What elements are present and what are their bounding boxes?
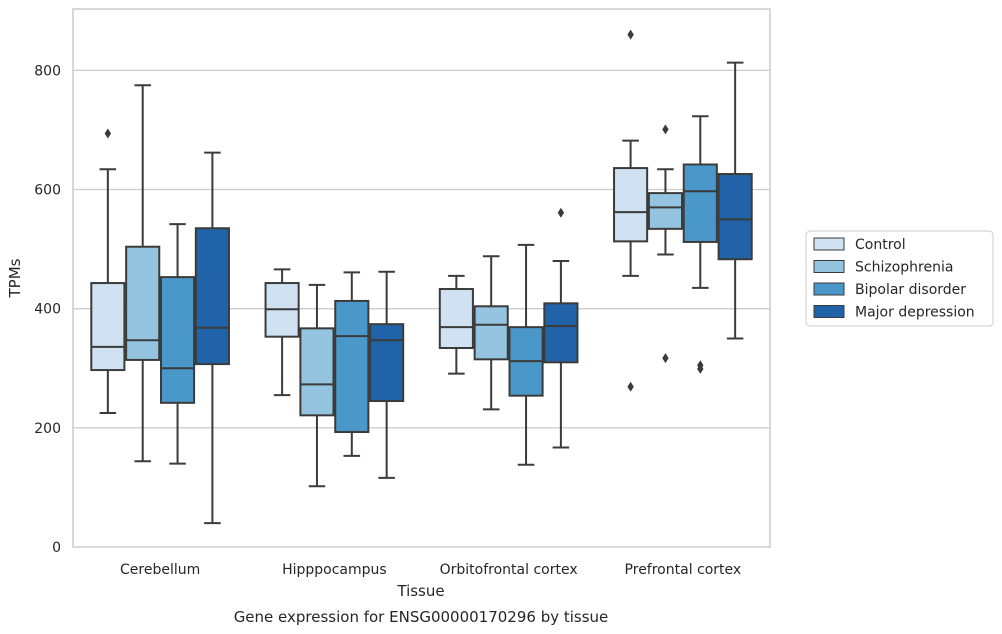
chart-title: Gene expression for ENSG00000170296 by t… xyxy=(234,608,609,626)
x-tick-label: Orbitofrontal cortex xyxy=(440,562,578,578)
box xyxy=(299,283,335,488)
series-control xyxy=(90,29,649,414)
box xyxy=(717,61,753,340)
x-tick-label: Prefrontal cortex xyxy=(625,562,742,578)
outlier-point xyxy=(697,363,704,374)
y-tick-label: 0 xyxy=(52,540,61,556)
plot-frame xyxy=(72,8,771,548)
box xyxy=(473,255,509,411)
legend-item: Control xyxy=(813,237,906,253)
outlier-point xyxy=(627,29,634,40)
box xyxy=(159,223,196,465)
box xyxy=(90,128,126,414)
legend: Control Schizophrenia Bipolar disorder Majo… xyxy=(805,230,994,327)
legend-swatch xyxy=(813,237,845,251)
legend-label: Control xyxy=(855,237,906,253)
box-iqr xyxy=(194,227,230,366)
legend-item: Schizophrenia xyxy=(813,260,953,276)
series-major-depression xyxy=(194,61,753,525)
box xyxy=(682,115,718,374)
box xyxy=(647,124,684,364)
box xyxy=(613,29,649,392)
outlier-point xyxy=(627,381,634,392)
legend-swatch xyxy=(813,260,845,273)
box-iqr xyxy=(125,245,161,361)
box-iqr xyxy=(473,305,509,361)
legend-frame xyxy=(805,230,994,327)
box-iqr xyxy=(334,299,370,434)
y-tick-label: 200 xyxy=(34,421,61,437)
box-iqr xyxy=(717,173,753,261)
outlier-point xyxy=(662,353,669,364)
box xyxy=(438,274,474,375)
box-iqr xyxy=(299,327,335,417)
box-iqr xyxy=(369,323,405,403)
box-iqr xyxy=(543,302,579,364)
box-iqr xyxy=(682,163,718,243)
y-tick-labels: 0 200 400 600 800 xyxy=(34,63,61,556)
box xyxy=(125,84,161,463)
y-axis-label: TPMs xyxy=(6,258,24,298)
series-schizophrenia xyxy=(125,84,684,488)
legend-item: Major depression xyxy=(813,305,975,321)
outlier-point xyxy=(557,207,565,218)
x-axis-label: Tissue xyxy=(396,582,444,600)
box-iqr xyxy=(613,167,649,243)
box-iqr xyxy=(438,288,474,350)
box xyxy=(264,268,300,397)
legend-swatch xyxy=(813,305,845,318)
box-iqr xyxy=(90,282,126,372)
outlier-point xyxy=(662,124,669,135)
y-tick-label: 400 xyxy=(34,302,61,318)
box xyxy=(334,271,370,457)
box xyxy=(369,270,405,479)
box-series-group xyxy=(90,29,753,525)
box-iqr xyxy=(647,192,684,230)
box xyxy=(543,207,579,449)
outlier-point xyxy=(104,128,112,139)
x-tick-label: Hipppocampus xyxy=(282,562,387,578)
legend-label: Bipolar disorder xyxy=(855,282,966,298)
y-tick-label: 600 xyxy=(34,183,61,199)
box xyxy=(508,243,544,466)
series-bipolar-disorder xyxy=(159,115,718,466)
y-tick-label: 800 xyxy=(34,63,61,79)
legend-label: Schizophrenia xyxy=(855,260,953,276)
x-tick-labels: Cerebellum Hipppocampus Orbitofrontal cort… xyxy=(120,562,741,578)
legend-label: Major depression xyxy=(855,305,975,321)
legend-swatch xyxy=(813,282,845,296)
x-tick-label: Cerebellum xyxy=(120,562,200,578)
box-iqr xyxy=(159,276,196,404)
legend-item: Bipolar disorder xyxy=(813,282,966,298)
box xyxy=(194,151,230,525)
